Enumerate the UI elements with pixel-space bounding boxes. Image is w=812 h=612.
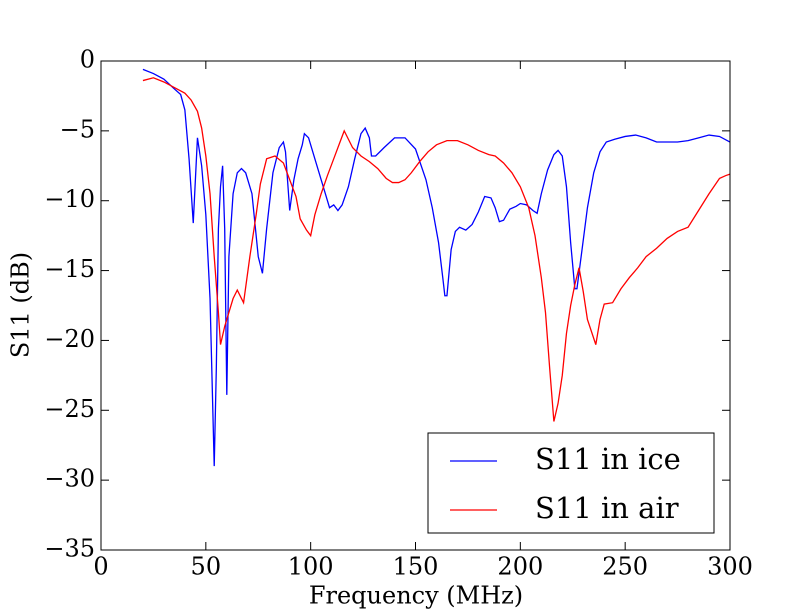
x-tick-label: 150: [393, 553, 439, 581]
x-tick-label: 0: [93, 553, 108, 581]
y-axis-label: S11 (dB): [7, 252, 35, 358]
legend-label: S11 in ice: [535, 442, 681, 476]
data-line: [142, 77, 731, 422]
y-tick-label: −5: [60, 115, 95, 143]
x-axis-label: Frequency (MHz): [309, 582, 523, 610]
x-tick-label: 200: [497, 553, 543, 581]
x-tick-label: 300: [707, 553, 753, 581]
x-tick-label: 250: [602, 553, 648, 581]
y-tick-label: −20: [44, 325, 95, 353]
data-line: [142, 68, 731, 467]
y-tick-label: −35: [44, 535, 95, 563]
y-tick-label: −30: [44, 465, 95, 493]
y-tick-label: −10: [44, 185, 95, 213]
legend-box: [427, 432, 715, 534]
x-tick-label: 50: [191, 553, 222, 581]
y-tick-label: −15: [44, 255, 95, 283]
y-tick-label: −25: [44, 395, 95, 423]
y-tick-label: 0: [80, 46, 95, 74]
x-tick-label: 100: [288, 553, 334, 581]
legend-label: S11 in air: [535, 491, 679, 525]
